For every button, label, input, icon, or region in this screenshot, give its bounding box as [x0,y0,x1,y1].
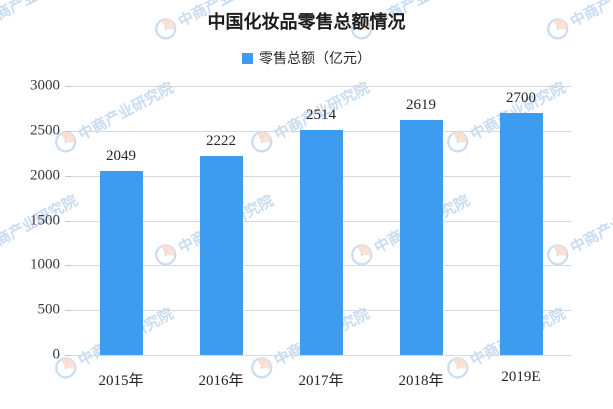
legend-color-swatch [242,52,253,64]
bar-value-label: 2700 [506,89,536,106]
y-tick-mark [65,355,71,356]
bar-value-label: 2514 [306,106,336,123]
bar[interactable] [499,112,543,355]
bar-value-label: 2619 [406,97,436,114]
x-tick-label: 2015年 [98,373,144,389]
chart-title: 中国化妆品零售总额情况 [207,12,406,32]
y-tick-mark [65,310,71,312]
y-tick-label: 500 [37,301,61,318]
x-tick-label: 2016年 [198,373,244,389]
bar[interactable] [99,171,143,355]
y-tick-label: 2500 [30,122,60,139]
y-tick-mark [65,220,71,222]
bar[interactable] [299,129,343,355]
y-tick-label: 1500 [30,212,60,228]
chart-legend: 零售总额（亿元） [0,48,613,68]
y-tick-mark [65,175,71,177]
bar[interactable] [199,155,243,355]
x-tick-label: 2019E [501,369,541,385]
bar-value-label: 2049 [106,148,136,165]
y-tick-mark [65,86,71,87]
y-tick-mark [65,265,71,267]
watermark-text: 中商产业研究院 [567,191,613,257]
y-tick-label: 1000 [30,256,60,273]
x-tick-label: 2017年 [298,373,344,389]
bar-value-label: 2222 [206,132,236,149]
axis-baseline [71,355,571,356]
gridline [71,86,571,87]
y-tick-label: 3000 [30,77,60,94]
legend-label: 零售总额（亿元） [259,50,371,66]
y-tick-label: 2000 [30,167,60,184]
y-tick-mark [65,130,71,132]
bar[interactable] [399,120,443,355]
plot-area: 0 500 1000 1500 2000 2500 3000 2049 2222 2514 261… [30,78,571,389]
x-tick-label: 2018年 [398,373,444,389]
y-tick-label: 0 [52,346,61,363]
watermark-item: 中商产业研究院 [0,257,55,391]
